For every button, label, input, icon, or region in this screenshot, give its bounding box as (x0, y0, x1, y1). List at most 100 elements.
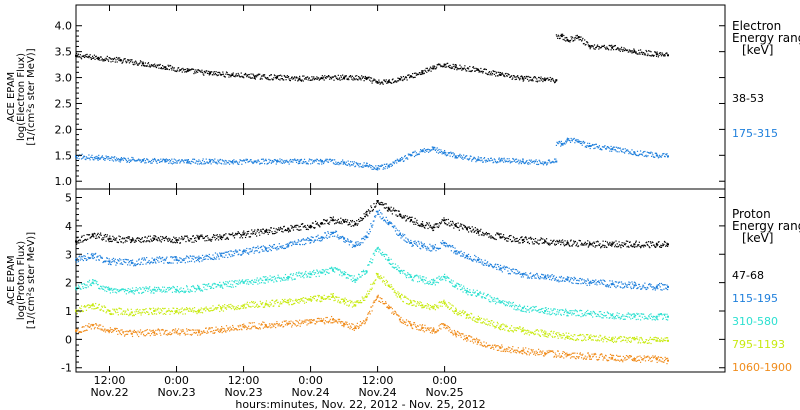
data-point (531, 237, 533, 240)
data-point (569, 140, 571, 142)
data-point (499, 237, 502, 239)
data-point (337, 221, 339, 223)
data-point (265, 77, 268, 79)
data-point (391, 223, 393, 225)
data-point (75, 239, 77, 241)
data-point (150, 292, 152, 294)
data-point (353, 221, 355, 223)
data-point (413, 275, 416, 278)
data-point (100, 56, 102, 58)
data-point (313, 241, 315, 243)
data-point (516, 309, 518, 311)
data-point (585, 145, 587, 147)
data-point (89, 284, 91, 286)
data-point (643, 151, 645, 153)
data-point (556, 35, 558, 38)
data-point (549, 311, 551, 313)
data-point (621, 151, 623, 153)
data-point (569, 245, 571, 247)
data-point (541, 77, 543, 80)
data-point (485, 263, 487, 265)
data-point (667, 156, 669, 158)
data-point (641, 286, 644, 288)
data-point (243, 250, 245, 253)
data-point (466, 228, 468, 230)
data-point (484, 68, 486, 70)
data-point (371, 82, 373, 84)
data-point (219, 286, 221, 288)
data-point (315, 236, 317, 238)
data-point (224, 234, 226, 236)
data-point (594, 246, 596, 248)
data-point (145, 263, 147, 265)
data-point (663, 313, 665, 315)
data-point (432, 229, 435, 231)
data-point (598, 311, 601, 313)
data-point (122, 242, 124, 244)
data-point (496, 233, 499, 235)
data-point (78, 56, 80, 58)
data-point (417, 73, 419, 76)
data-point (170, 240, 172, 242)
data-point (451, 220, 454, 223)
data-point (256, 279, 258, 281)
data-point (222, 71, 224, 73)
data-point (86, 53, 88, 55)
data-point (405, 76, 407, 78)
data-point (195, 72, 197, 74)
data-point (345, 221, 347, 223)
data-point (163, 262, 165, 264)
data-point (439, 247, 441, 250)
data-point (261, 248, 263, 251)
data-point (641, 313, 643, 315)
data-point (150, 261, 153, 263)
data-point (193, 237, 196, 239)
data-point (401, 156, 403, 159)
data-point (174, 161, 176, 164)
data-point (644, 287, 647, 289)
data-point (515, 78, 518, 80)
data-point (333, 219, 335, 222)
data-point (373, 206, 376, 208)
data-point (480, 292, 482, 294)
data-point (150, 240, 153, 242)
data-point (560, 313, 562, 315)
data-point (644, 315, 646, 318)
data-point (112, 260, 114, 263)
data-point (552, 160, 554, 163)
data-point (249, 248, 252, 250)
data-point (655, 154, 658, 157)
data-point (319, 237, 321, 240)
data-point (639, 150, 642, 152)
data-point (221, 237, 223, 239)
data-point (459, 223, 462, 225)
data-point (435, 148, 437, 150)
data-point (215, 258, 217, 260)
data-point (478, 159, 480, 162)
data-point (574, 37, 577, 39)
data-point (474, 230, 476, 232)
data-point (365, 211, 367, 214)
data-point (389, 222, 392, 224)
data-point (176, 160, 178, 162)
data-point (596, 145, 599, 148)
data-point (381, 81, 383, 83)
data-point (256, 230, 258, 232)
data-point (426, 249, 428, 251)
data-point (197, 69, 199, 71)
data-point (544, 239, 546, 241)
data-point (278, 74, 280, 77)
data-point (585, 243, 588, 245)
data-point (243, 74, 245, 76)
data-point (570, 36, 572, 38)
data-point (591, 244, 593, 246)
data-point (318, 79, 320, 81)
data-point (569, 240, 572, 242)
data-point (550, 161, 553, 163)
data-point (368, 165, 370, 167)
data-point (127, 259, 129, 261)
data-point (278, 227, 280, 229)
data-point (155, 258, 158, 260)
data-point (560, 314, 562, 316)
data-point (155, 66, 157, 68)
